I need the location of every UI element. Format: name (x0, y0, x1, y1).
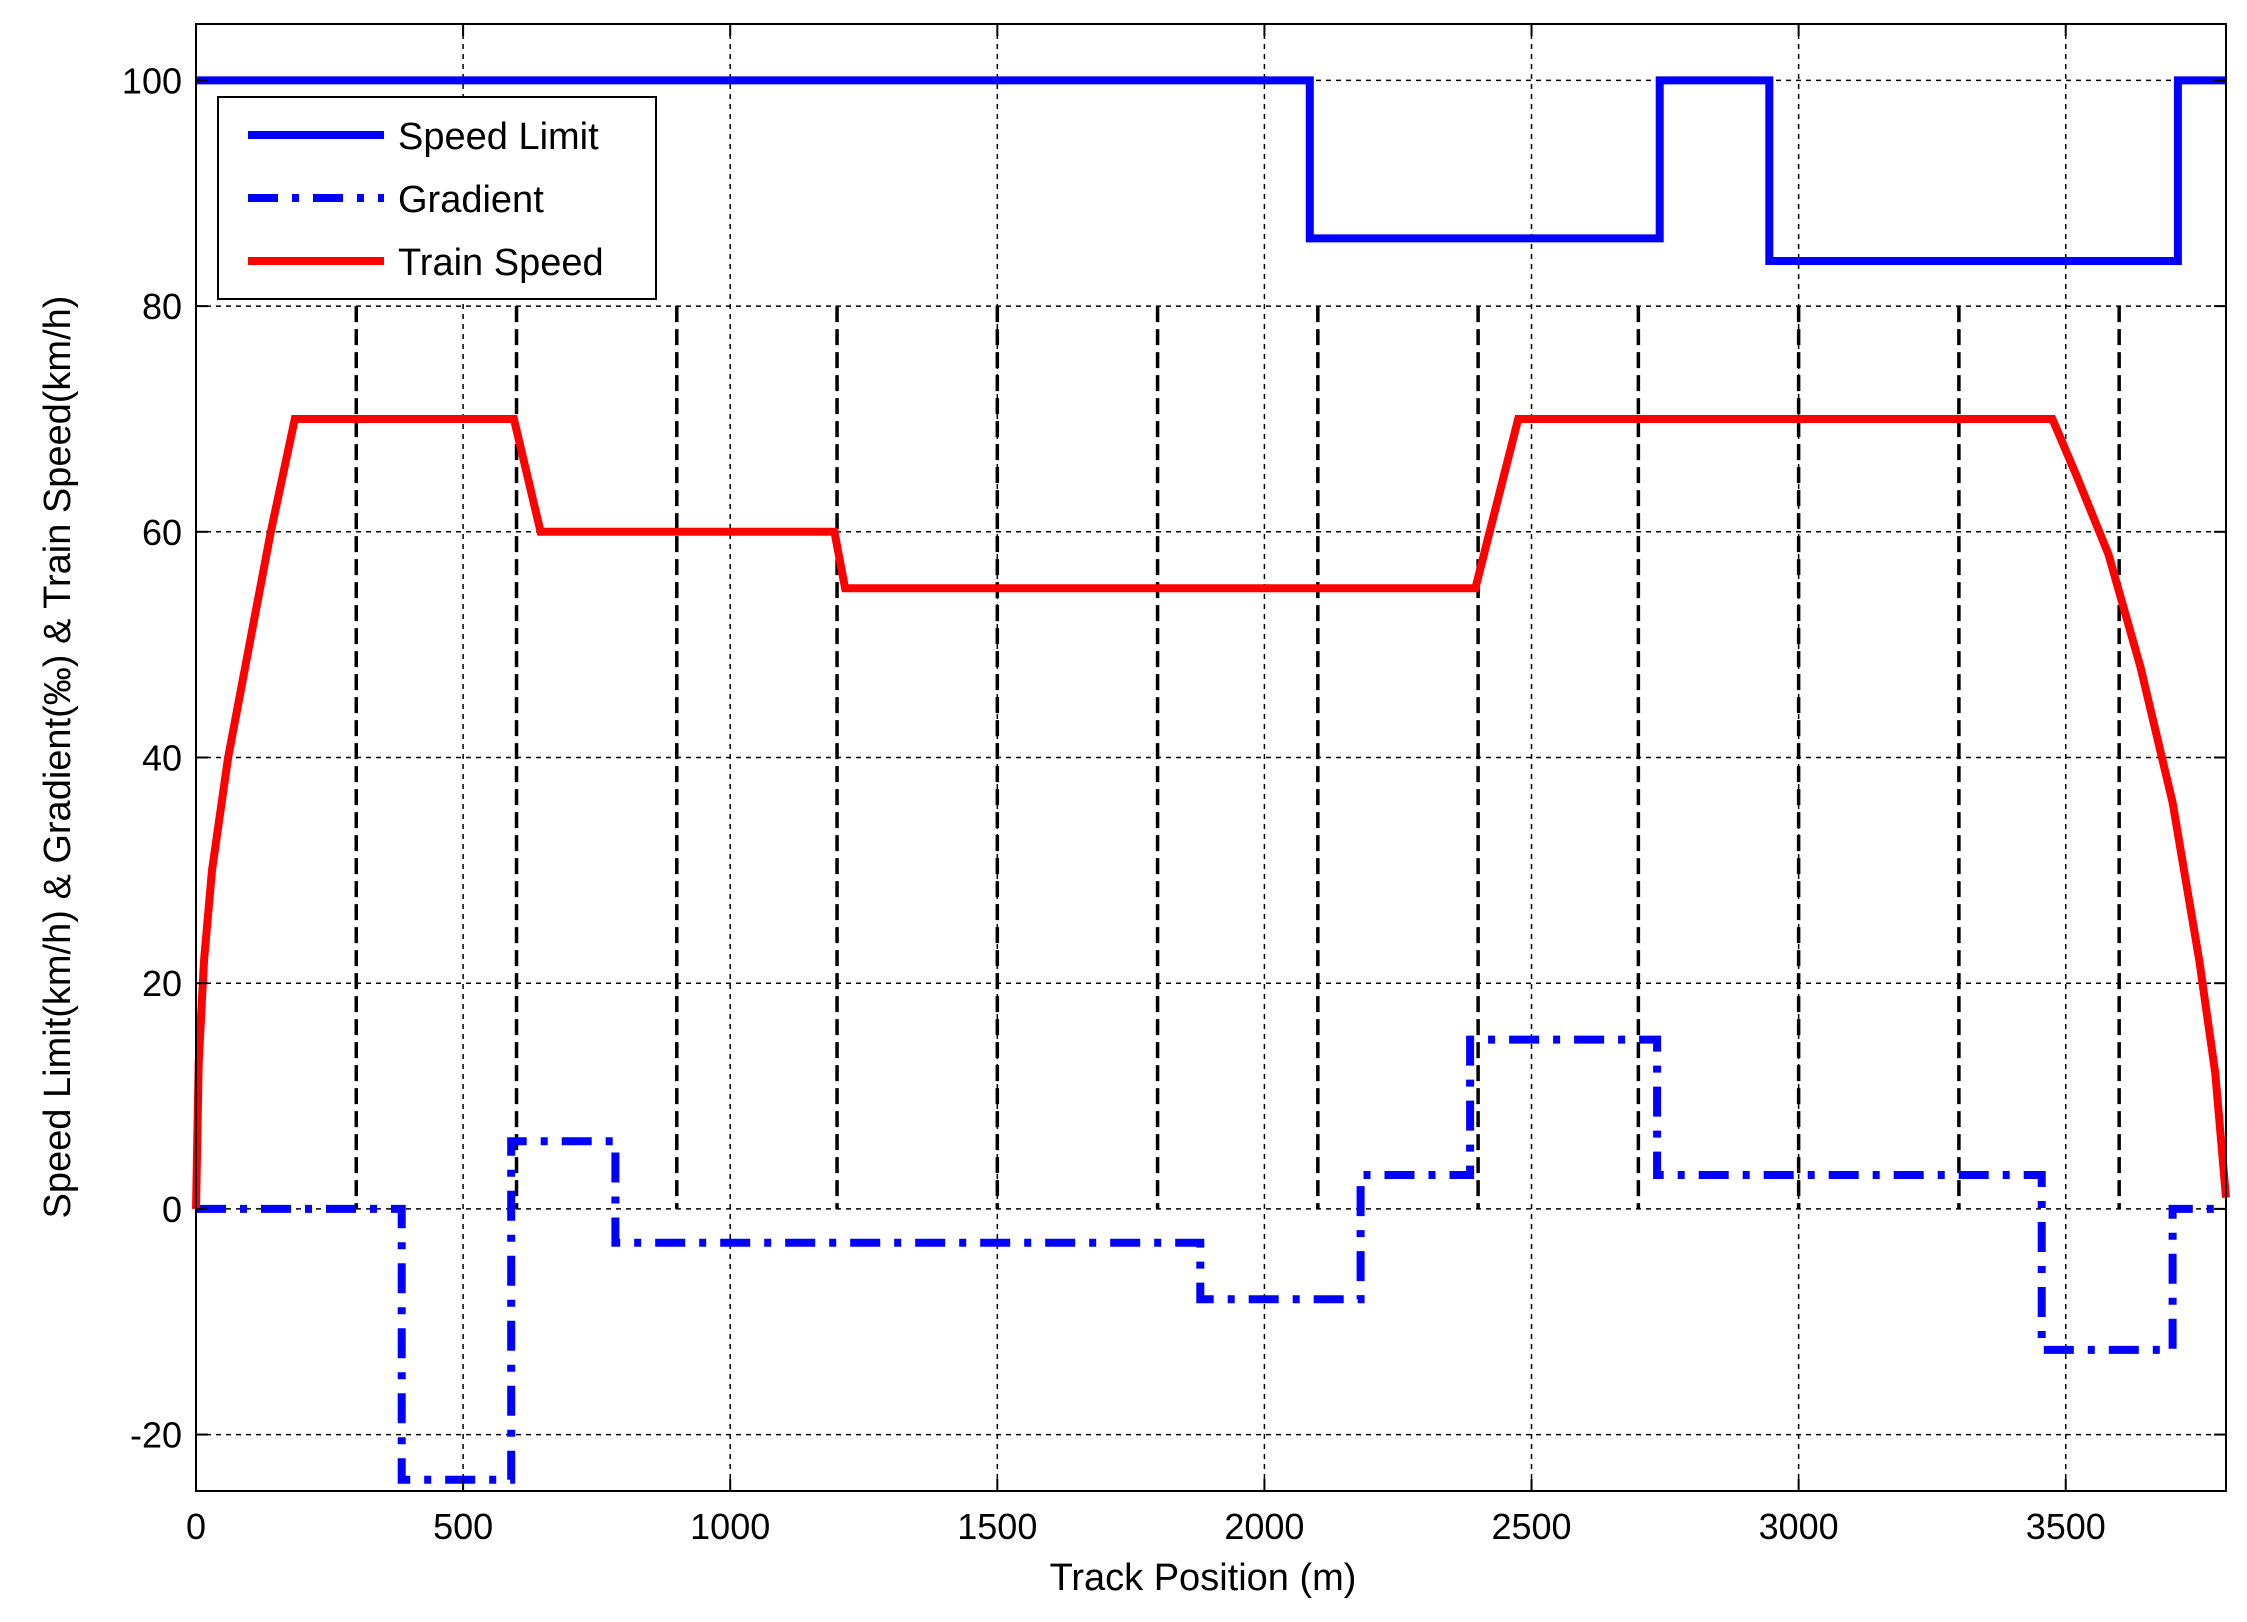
x-tick-label: 2500 (1491, 1506, 1571, 1547)
legend-label-speed-limit: Speed Limit (398, 116, 599, 158)
x-axis-label: Track Position (m) (1050, 1557, 1357, 1599)
y-tick-label: 80 (142, 286, 182, 327)
x-tick-label: 2000 (1224, 1506, 1304, 1547)
legend-items: Speed Limit Gradient Train Speed (248, 116, 604, 284)
y-tick-label: 20 (142, 963, 182, 1004)
y-tick-label: 60 (142, 512, 182, 553)
section-boundaries (354, 306, 2121, 1209)
x-tick-label: 3500 (2026, 1506, 2106, 1547)
legend: Speed Limit Gradient Train Speed (217, 96, 657, 300)
y-tick-label: 100 (122, 60, 182, 101)
x-tick-labels: 0 500 1000 1500 2000 2500 3000 3500 (186, 1506, 2106, 1547)
x-tick-label: 1000 (690, 1506, 770, 1547)
series-train-speed-line (192, 415, 2230, 1209)
y-tick-labels: -20 0 20 40 60 80 100 (122, 60, 182, 1455)
y-tick-label: 0 (162, 1189, 182, 1230)
series-speed-limit-line (196, 76, 2226, 265)
y-axis-label: Speed Limit(km/h) & Gradient(‰) & Train … (37, 296, 79, 1219)
x-tick-label: 3000 (1759, 1506, 1839, 1547)
x-tick-label: 500 (433, 1506, 493, 1547)
x-tick-label: 1500 (957, 1506, 1037, 1547)
y-tick-label: 40 (142, 738, 182, 779)
ticks (195, 24, 2226, 1491)
series-group (192, 76, 2230, 1484)
x-tick-label: 0 (186, 1506, 206, 1547)
legend-label-gradient: Gradient (398, 179, 544, 221)
legend-box (217, 96, 657, 300)
y-tick-label: -20 (130, 1415, 182, 1456)
legend-label-train-speed: Train Speed (398, 242, 604, 284)
